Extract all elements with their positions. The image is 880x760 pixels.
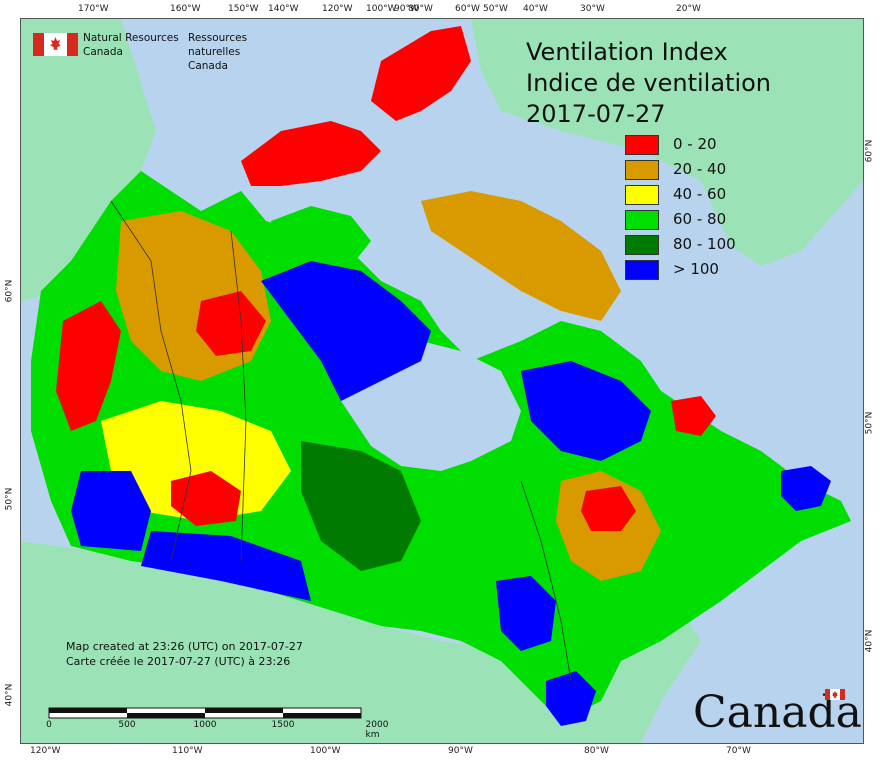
lon-label-bottom: 80°W xyxy=(584,746,609,756)
legend-swatch xyxy=(625,210,659,230)
lon-label-top: 80°W xyxy=(408,4,433,14)
agency-en-line1: Natural Resources xyxy=(83,32,179,44)
border-alberta-sask xyxy=(230,230,247,562)
scale-tick-label: 0 xyxy=(46,720,52,730)
manitoba-zone-green xyxy=(301,441,421,571)
lon-label-top: 40°W xyxy=(523,4,548,14)
baffin-island xyxy=(421,191,621,321)
legend-item: 60 - 80 xyxy=(625,208,775,233)
united-states-landmass xyxy=(21,541,701,743)
scale-bar-graphic xyxy=(48,707,362,719)
scale-tick-label: 500 xyxy=(118,720,136,730)
labrador-zone-red xyxy=(671,396,716,436)
lon-label-top: 160°W xyxy=(170,4,201,14)
agency-en-line2: Canada xyxy=(83,46,123,58)
scale-tick-label: 1500 xyxy=(271,720,295,730)
lon-label-bottom: 120°W xyxy=(30,746,61,756)
legend-swatch xyxy=(625,160,659,180)
lon-label-bottom: 90°W xyxy=(448,746,473,756)
greenland-landmass xyxy=(471,19,863,266)
agency-fr-line2: Canada xyxy=(188,60,228,72)
agency-fr-line1: Ressources naturelles xyxy=(188,32,248,58)
alaska-landmass xyxy=(21,19,156,301)
agency-signature: Natural Resources Canada Ressources natu… xyxy=(33,31,293,72)
legend-item: 80 - 100 xyxy=(625,233,775,258)
legend-label: 40 - 60 xyxy=(673,185,727,203)
legend-item: 0 - 20 xyxy=(625,133,775,158)
canada-flag-icon xyxy=(33,33,78,56)
victoria-island xyxy=(271,206,371,271)
border-bc-alberta xyxy=(110,200,192,562)
ventilation-index-map xyxy=(21,19,863,743)
legend-label: > 100 xyxy=(673,260,719,278)
lon-label-top: 20°W xyxy=(676,4,701,14)
legend-label: 0 - 20 xyxy=(673,135,717,153)
lon-label-top: 120°W xyxy=(322,4,353,14)
lat-label-right: 60°N xyxy=(864,139,875,163)
lon-label-top: 50°W xyxy=(483,4,508,14)
lat-label-right: 40°N xyxy=(864,629,875,653)
legend-item: 20 - 40 xyxy=(625,158,775,183)
lon-label-top: 60°W xyxy=(455,4,480,14)
lon-label-bottom: 100°W xyxy=(310,746,341,756)
agency-name-french: Ressources naturelles Canada xyxy=(188,31,293,73)
bc-zone-red xyxy=(56,301,121,431)
map-title: Ventilation Index Indice de ventilation … xyxy=(526,37,771,130)
lat-label-left: 40°N xyxy=(4,683,15,707)
legend-swatch xyxy=(625,235,659,255)
sask-zone-blue xyxy=(71,471,151,551)
legend-label: 80 - 100 xyxy=(673,235,736,253)
ontario-zone-blue xyxy=(496,576,556,651)
legend-swatch xyxy=(625,135,659,155)
legend-label: 20 - 40 xyxy=(673,160,727,178)
border-ontario-quebec xyxy=(520,480,572,682)
title-french: Indice de ventilation xyxy=(526,69,772,97)
lon-label-top: 140°W xyxy=(268,4,299,14)
scale-bar: 0 500 1000 1500 2000 km xyxy=(46,705,388,740)
legend-swatch xyxy=(625,185,659,205)
southern-ontario-zone-blue xyxy=(546,671,596,726)
title-english: Ventilation Index xyxy=(526,38,728,66)
wordmark-flag-icon xyxy=(825,689,845,700)
lat-label-left: 50°N xyxy=(4,487,15,511)
prairie-zone-red xyxy=(171,471,241,526)
quebec-zone-blue xyxy=(521,361,651,461)
legend-item: 40 - 60 xyxy=(625,183,775,208)
nwt-zone-red xyxy=(196,291,266,356)
lon-label-bottom: 70°W xyxy=(726,746,751,756)
legend-label: 60 - 80 xyxy=(673,210,727,228)
creation-note-english: Map created at 23:26 (UTC) on 2017-07-27 xyxy=(66,640,303,653)
lon-label-top: 30°W xyxy=(580,4,605,14)
canada-wordmark: Canada xyxy=(693,689,862,737)
scale-tick-label: 1000 xyxy=(193,720,217,730)
lon-label-top: 100°W xyxy=(366,4,397,14)
map-panel: Ventilation Index Indice de ventilation … xyxy=(20,18,864,744)
newfoundland-zone-blue xyxy=(781,466,831,511)
creation-note-french: Carte créée le 2017-07-27 (UTC) à 23:26 xyxy=(66,655,291,668)
quebec-zone-red xyxy=(581,486,636,531)
legend-swatch xyxy=(625,260,659,280)
agency-name-english: Natural Resources Canada xyxy=(83,31,179,59)
scale-tick-label: 2000 km xyxy=(365,720,389,740)
lon-label-top: 90°W xyxy=(394,4,419,14)
southwest-zone-blue xyxy=(141,531,311,601)
lat-label-right: 50°N xyxy=(864,411,875,435)
creation-note: Map created at 23:26 (UTC) on 2017-07-27… xyxy=(66,639,303,669)
lon-label-top: 150°W xyxy=(228,4,259,14)
nunavut-zone-blue xyxy=(261,261,431,401)
lat-label-left: 60°N xyxy=(4,279,15,303)
lon-label-top: 170°W xyxy=(78,4,109,14)
lon-label-bottom: 110°W xyxy=(172,746,203,756)
queen-elizabeth-islands xyxy=(241,121,381,186)
map-date: 2017-07-27 xyxy=(526,100,666,128)
legend-item: > 100 xyxy=(625,258,775,283)
ellesmere-island xyxy=(371,26,471,121)
